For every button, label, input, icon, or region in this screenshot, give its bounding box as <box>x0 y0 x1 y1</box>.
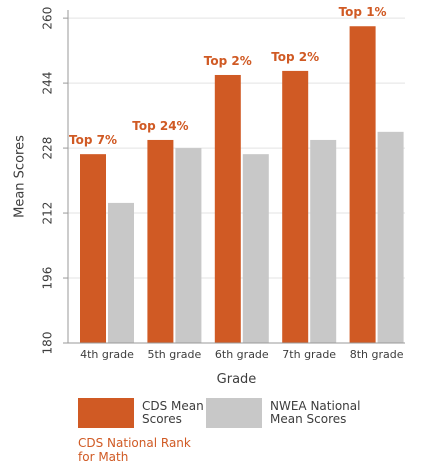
bar-nwea <box>377 131 404 343</box>
rank-label: Top 1% <box>339 5 387 19</box>
rank-label: Top 2% <box>204 54 252 68</box>
x-axis-title: Grade <box>217 372 257 387</box>
bar-nwea <box>108 202 134 343</box>
legend-swatch-nwea <box>206 398 262 428</box>
bar-chart: 180 196 212 228 244 260 Top 7% 4th grade Top 24%… <box>13 5 405 387</box>
x-tick-label: 5th grade <box>148 348 202 361</box>
y-tick-label: 196 <box>41 267 55 290</box>
x-tick-label: 7th grade <box>282 348 336 361</box>
legend-label-nwea: NWEA National Mean Scores <box>270 399 361 426</box>
bar-cds <box>214 74 241 343</box>
rank-label: Top 24% <box>132 119 188 133</box>
rank-label: Top 7% <box>69 133 117 147</box>
legend-rank-note: CDS National Rank for Math <box>78 436 191 464</box>
bar-nwea <box>175 148 202 343</box>
y-tick-label: 260 <box>41 7 55 30</box>
bar-nwea <box>242 154 269 343</box>
x-tick-label: 8th grade <box>350 348 404 361</box>
x-tick-label: 6th grade <box>215 348 269 361</box>
bar-cds <box>349 26 376 344</box>
y-tick-label: 244 <box>41 72 55 95</box>
y-tick-label: 180 <box>41 332 55 355</box>
bar-nwea <box>310 139 337 343</box>
y-axis-title: Mean Scores <box>13 135 28 218</box>
legend-swatch-cds <box>78 398 134 428</box>
bar-cds <box>282 70 309 343</box>
legend-label-cds: CDS Mean Scores <box>142 399 204 426</box>
bar-cds <box>80 154 106 343</box>
x-tick-label: 4th grade <box>80 348 134 361</box>
rank-label: Top 2% <box>271 50 319 64</box>
y-tick-label: 212 <box>41 202 55 225</box>
bar-cds <box>147 139 174 343</box>
y-tick-label: 228 <box>41 137 55 160</box>
